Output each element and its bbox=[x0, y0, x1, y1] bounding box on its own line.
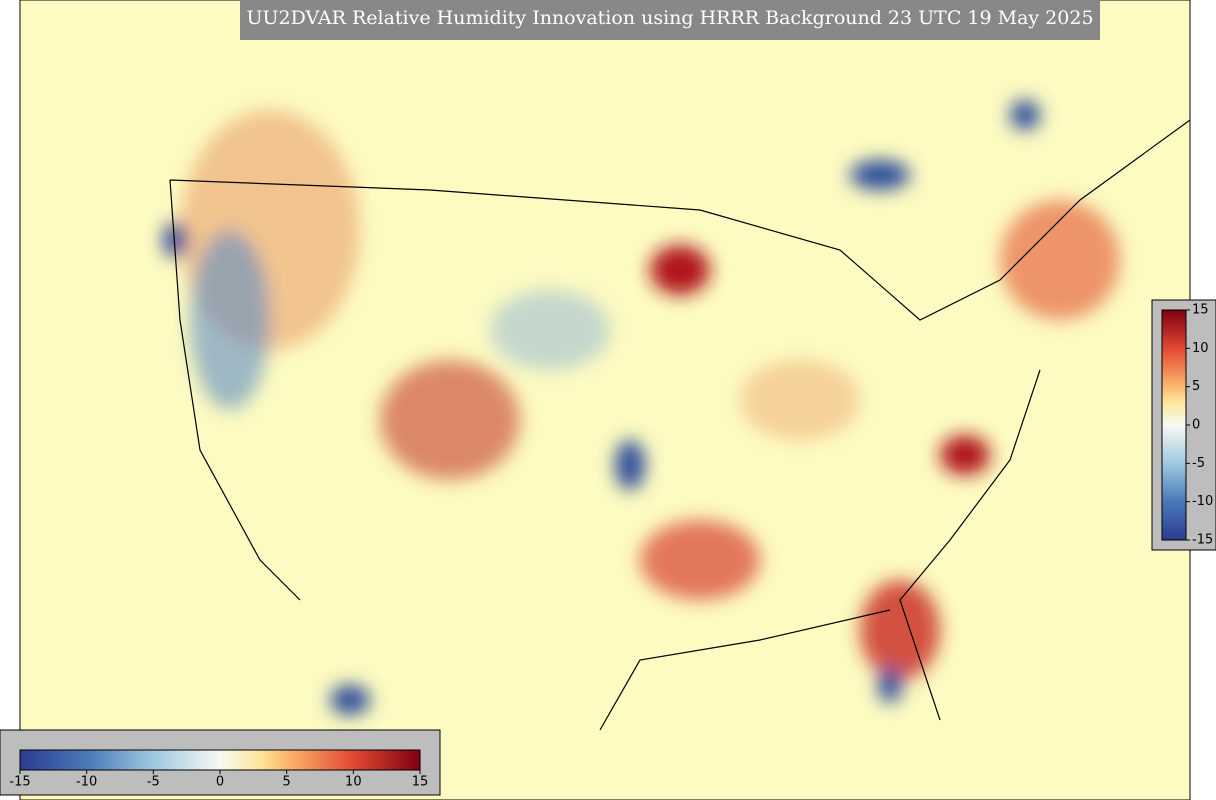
title-box bbox=[240, 0, 1100, 40]
colorbar-tick-label: -15 bbox=[9, 775, 30, 790]
colorbar-tick-label: 5 bbox=[1192, 379, 1200, 394]
colorbar-tick-label: -5 bbox=[147, 775, 160, 790]
colorbar-tick-label: 15 bbox=[412, 775, 429, 790]
colorbar-right bbox=[1161, 309, 1187, 541]
colorbar-tick-label: -5 bbox=[1192, 456, 1205, 471]
colorbar-tick-label: 15 bbox=[1192, 303, 1209, 318]
colorbar-tick-label: -10 bbox=[76, 775, 97, 790]
coastline bbox=[169, 119, 1191, 731]
map-title: UU2DVAR Relative Humidity Innovation usi… bbox=[246, 7, 1093, 29]
colorbar-tick-label: 10 bbox=[345, 775, 362, 790]
colorbar-tick-label: 5 bbox=[283, 775, 291, 790]
colorbar-tick-label: 0 bbox=[1192, 418, 1200, 433]
colorbar-tick-label: -15 bbox=[1192, 533, 1213, 548]
colorbar-tick-label: 0 bbox=[216, 775, 224, 790]
field-blobs bbox=[163, 100, 1120, 715]
colorbar-tick-label: -10 bbox=[1192, 494, 1213, 509]
colorbar-tick-label: 10 bbox=[1192, 341, 1209, 356]
colorbar-bottom bbox=[19, 749, 421, 771]
